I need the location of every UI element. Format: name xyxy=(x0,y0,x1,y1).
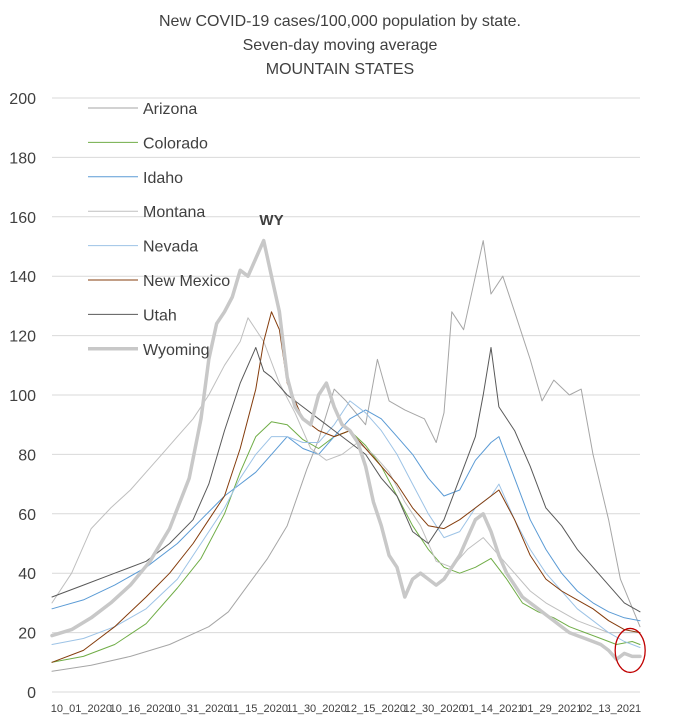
x-tick-label: 10_01_2020 xyxy=(51,703,112,715)
legend-label: Nevada xyxy=(143,239,198,256)
legend-label: Idaho xyxy=(143,170,183,187)
legend-label: Montana xyxy=(143,204,205,221)
gridlines xyxy=(52,97,640,693)
legend: Arizona Colorado Idaho Montana Nevada New Mex… xyxy=(88,101,230,359)
series-line-new-mexico xyxy=(51,311,641,663)
annotations: WY xyxy=(259,212,646,674)
x-tick-label: 02_13_2021 xyxy=(580,703,641,715)
x-tick-label: 12_15_2020 xyxy=(345,703,406,715)
x-tick-label: 10_31_2020 xyxy=(168,703,229,715)
y-tick-label: 140 xyxy=(9,269,36,286)
y-tick-label: 160 xyxy=(9,210,36,227)
title-line-2: Seven-day moving average xyxy=(243,37,438,54)
title-line-3: MOUNTAIN STATES xyxy=(266,61,414,78)
series-line-montana xyxy=(51,317,641,634)
y-tick-label: 180 xyxy=(9,150,36,167)
series-line-nevada xyxy=(51,400,641,648)
legend-label: Wyoming xyxy=(143,342,210,359)
series-line-utah xyxy=(51,347,641,613)
x-tick-label: 01_29_2021 xyxy=(521,703,582,715)
y-tick-label: 100 xyxy=(9,388,36,405)
y-tick-label: 60 xyxy=(18,507,36,524)
title-line-1: New COVID-19 cases/100,000 population by… xyxy=(159,13,521,30)
series-line-idaho xyxy=(51,409,641,622)
y-tick-label: 80 xyxy=(18,447,36,464)
series-line-wyoming xyxy=(50,238,642,662)
x-tick-label: 10_16_2020 xyxy=(110,703,171,715)
y-tick-label: 0 xyxy=(27,685,36,702)
y-tick-label: 20 xyxy=(18,626,36,643)
annotation-label: WY xyxy=(259,212,283,229)
y-tick-label: 120 xyxy=(9,329,36,346)
y-tick-label: 40 xyxy=(18,566,36,583)
chart-title: New COVID-19 cases/100,000 population by… xyxy=(159,13,521,78)
x-tick-label: 11_15_2020 xyxy=(228,703,288,715)
legend-label: New Mexico xyxy=(143,273,230,290)
x-tick-label: 01_14_2021 xyxy=(462,703,523,715)
series-line-arizona xyxy=(51,240,641,672)
y-axis: 0 20 40 60 80 100 120 140 160 180 200 xyxy=(9,91,36,702)
legend-label: Utah xyxy=(143,307,177,324)
series-line-colorado xyxy=(51,421,641,663)
x-tick-label: 11_30_2020 xyxy=(286,703,346,715)
legend-label: Colorado xyxy=(143,135,208,152)
x-axis: 10_01_202010_16_202010_31_202011_15_2020… xyxy=(51,703,641,715)
x-tick-label: 12_30_2020 xyxy=(404,703,465,715)
series-lines xyxy=(50,238,642,672)
highlight-circle xyxy=(614,627,646,674)
legend-label: Arizona xyxy=(143,101,197,118)
y-tick-label: 200 xyxy=(9,91,36,108)
